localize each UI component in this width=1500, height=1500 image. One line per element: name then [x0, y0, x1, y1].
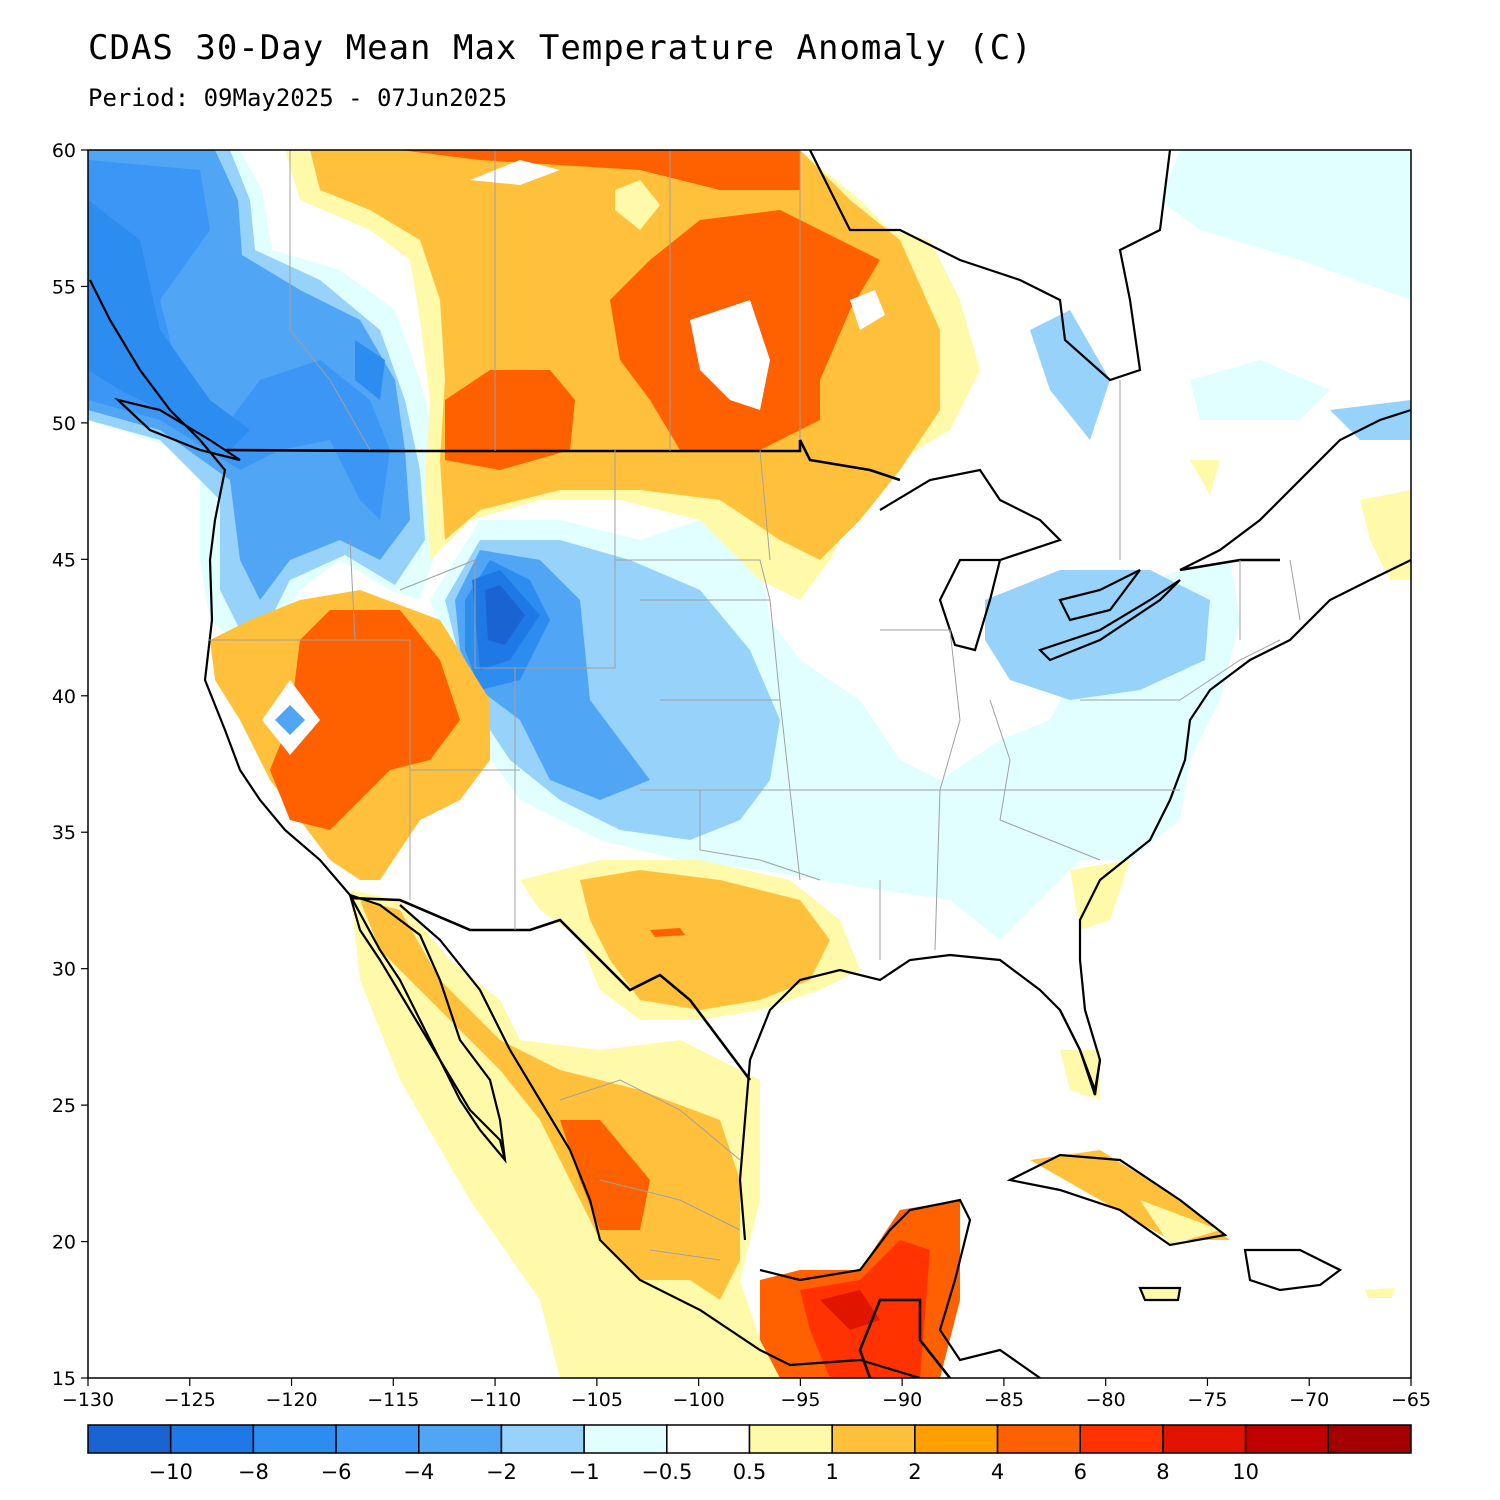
colorbar-swatch [583, 1424, 668, 1454]
lat-tick-label: 50 [52, 413, 76, 435]
colorbar-swatch [1244, 1424, 1330, 1454]
lat-tick-label: 60 [52, 140, 76, 162]
colorbar-label: −6 [321, 1460, 352, 1484]
lat-tick-label: 30 [52, 959, 76, 981]
colorbar-swatch [252, 1424, 337, 1454]
colorbar-label: 10 [1232, 1460, 1259, 1484]
colorbar-label: 6 [1074, 1460, 1087, 1484]
colorbar-label: −1 [569, 1460, 600, 1484]
lon-tick-label: −90 [882, 1389, 922, 1411]
colorbar-swatch [1162, 1424, 1247, 1454]
colorbar-swatch [1079, 1424, 1164, 1454]
colorbar-swatch [831, 1424, 916, 1454]
plot-frame [87, 149, 1412, 1379]
colorbar-label: −2 [486, 1460, 517, 1484]
lon-tick-label: −100 [673, 1389, 725, 1411]
colorbar-swatch [1327, 1424, 1412, 1454]
lon-tick-label: −75 [1187, 1389, 1227, 1411]
colorbar-label: 1 [826, 1460, 839, 1484]
latitude-axis: 15 20 25 30 35 40 45 50 55 60 [52, 140, 88, 1390]
colorbar-label: −4 [403, 1460, 434, 1484]
colorbar-swatch [169, 1424, 255, 1454]
lon-tick-label: −115 [367, 1389, 419, 1411]
lon-tick-label: −70 [1289, 1389, 1329, 1411]
lat-tick-label: 40 [52, 686, 76, 708]
colorbar-swatch [500, 1424, 585, 1454]
lon-tick-label: −65 [1391, 1389, 1431, 1411]
colorbar-swatch [418, 1424, 503, 1454]
cold-region-great-lakes [985, 570, 1210, 700]
colorbar-swatch [335, 1424, 420, 1454]
colorbar-swatch [666, 1424, 751, 1454]
map-subtitle: Period: 09May2025 - 07Jun2025 [88, 84, 508, 112]
colorbar-swatch [87, 1424, 172, 1454]
lat-tick-label: 55 [52, 276, 76, 298]
lon-tick-label: −80 [1086, 1389, 1126, 1411]
colorbar-swatch [996, 1424, 1081, 1454]
lon-tick-label: −125 [164, 1389, 216, 1411]
lat-tick-label: 15 [52, 1368, 76, 1390]
colorbar-label: 0.5 [733, 1460, 766, 1484]
longitude-axis: −130 −125 −120 −115 −110 −105 −100 −95 −90 −85 −80… [62, 1378, 1431, 1411]
colorbar-swatch [914, 1424, 999, 1454]
colorbar: −10 −8 −6 −4 −2 −1 −0.5 0.5 1 2 4 6 8 10 [87, 1424, 1412, 1484]
lon-tick-label: −120 [265, 1389, 317, 1411]
lat-tick-label: 25 [52, 1095, 76, 1117]
lon-tick-label: −95 [780, 1389, 820, 1411]
colorbar-label: 4 [991, 1460, 1004, 1484]
colorbar-label: 2 [908, 1460, 921, 1484]
coastlines [89, 150, 1411, 1378]
lat-tick-label: 45 [52, 549, 76, 571]
lon-tick-label: −85 [984, 1389, 1024, 1411]
lon-tick-label: −110 [469, 1389, 521, 1411]
anomaly-shading [88, 150, 1411, 1378]
state-borders [208, 150, 1301, 1261]
map-title: CDAS 30-Day Mean Max Temperature Anomaly… [88, 28, 1033, 68]
colorbar-label: −10 [149, 1460, 193, 1484]
colorbar-swatch [748, 1424, 833, 1454]
colorbar-label: −0.5 [641, 1460, 692, 1484]
lon-tick-label: −130 [62, 1389, 114, 1411]
lat-tick-label: 35 [52, 822, 76, 844]
colorbar-label: −8 [238, 1460, 269, 1484]
colorbar-label: 8 [1156, 1460, 1169, 1484]
lat-tick-label: 20 [52, 1232, 76, 1254]
lon-tick-label: −105 [571, 1389, 623, 1411]
